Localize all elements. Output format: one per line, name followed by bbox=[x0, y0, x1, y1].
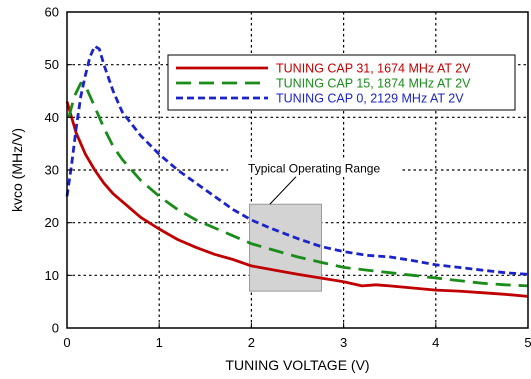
annotation-leader bbox=[269, 176, 297, 205]
tick-marks bbox=[66, 11, 529, 329]
y-tick-label: 20 bbox=[45, 215, 59, 230]
y-tick-label: 50 bbox=[45, 57, 59, 72]
series-line-0 bbox=[65, 101, 529, 298]
annotation: Typical Operating Range bbox=[228, 160, 401, 205]
x-tick-label: 4 bbox=[432, 335, 439, 350]
series-line-2 bbox=[65, 44, 529, 276]
y-tick-label: 30 bbox=[45, 163, 59, 178]
series-line-1 bbox=[67, 81, 529, 288]
x-tick-label: 3 bbox=[340, 335, 347, 350]
legend-label-2: TUNING CAP 0, 2129 MHz AT 2V bbox=[276, 92, 464, 106]
x-tick-label: 0 bbox=[63, 335, 70, 350]
legend-label-1: TUNING CAP 15, 1874 MHz AT 2V bbox=[276, 77, 471, 91]
annotation-label: Typical Operating Range bbox=[248, 162, 380, 176]
y-tick-label: 10 bbox=[45, 268, 59, 283]
annotation-label-bg bbox=[228, 160, 401, 177]
x-tick-label: 5 bbox=[524, 335, 531, 350]
x-tick-label: 1 bbox=[156, 335, 163, 350]
series-lines bbox=[65, 44, 529, 298]
y-axis-title: kvco (MHz/V) bbox=[9, 128, 25, 212]
legend-box bbox=[167, 54, 516, 111]
y-tick-label: 0 bbox=[52, 321, 59, 336]
y-tick-label: 60 bbox=[45, 5, 59, 20]
legend-label-0: TUNING CAP 31, 1674 MHz AT 2V bbox=[276, 62, 471, 76]
x-axis-title: TUNING VOLTAGE (V) bbox=[225, 357, 369, 373]
y-tick-label: 40 bbox=[45, 110, 59, 125]
x-tick-label: 2 bbox=[248, 335, 255, 350]
